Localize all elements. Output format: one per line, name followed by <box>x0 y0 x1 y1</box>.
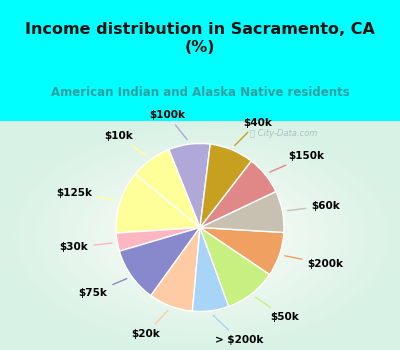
Text: $10k: $10k <box>104 131 147 156</box>
Wedge shape <box>116 174 200 233</box>
Text: $150k: $150k <box>270 151 324 172</box>
Text: > $200k: > $200k <box>213 315 263 345</box>
Text: $125k: $125k <box>56 188 115 201</box>
Wedge shape <box>200 144 251 228</box>
Text: $50k: $50k <box>256 297 298 322</box>
Text: $75k: $75k <box>78 279 127 298</box>
Text: American Indian and Alaska Native residents: American Indian and Alaska Native reside… <box>51 86 349 99</box>
Text: $30k: $30k <box>60 243 112 252</box>
Wedge shape <box>116 228 200 251</box>
Text: $200k: $200k <box>285 256 344 269</box>
Wedge shape <box>151 228 200 311</box>
Wedge shape <box>192 228 229 312</box>
Text: ⓘ City-Data.com: ⓘ City-Data.com <box>250 129 318 138</box>
Wedge shape <box>169 144 210 228</box>
Wedge shape <box>200 228 270 307</box>
Text: Income distribution in Sacramento, CA
(%): Income distribution in Sacramento, CA (%… <box>25 22 375 55</box>
Wedge shape <box>135 149 200 228</box>
Text: $40k: $40k <box>235 118 272 146</box>
Wedge shape <box>200 191 284 232</box>
Text: $100k: $100k <box>149 110 187 140</box>
Text: $60k: $60k <box>288 201 340 211</box>
Text: $20k: $20k <box>132 310 168 339</box>
Wedge shape <box>120 228 200 296</box>
Wedge shape <box>200 228 284 274</box>
Wedge shape <box>200 161 276 228</box>
